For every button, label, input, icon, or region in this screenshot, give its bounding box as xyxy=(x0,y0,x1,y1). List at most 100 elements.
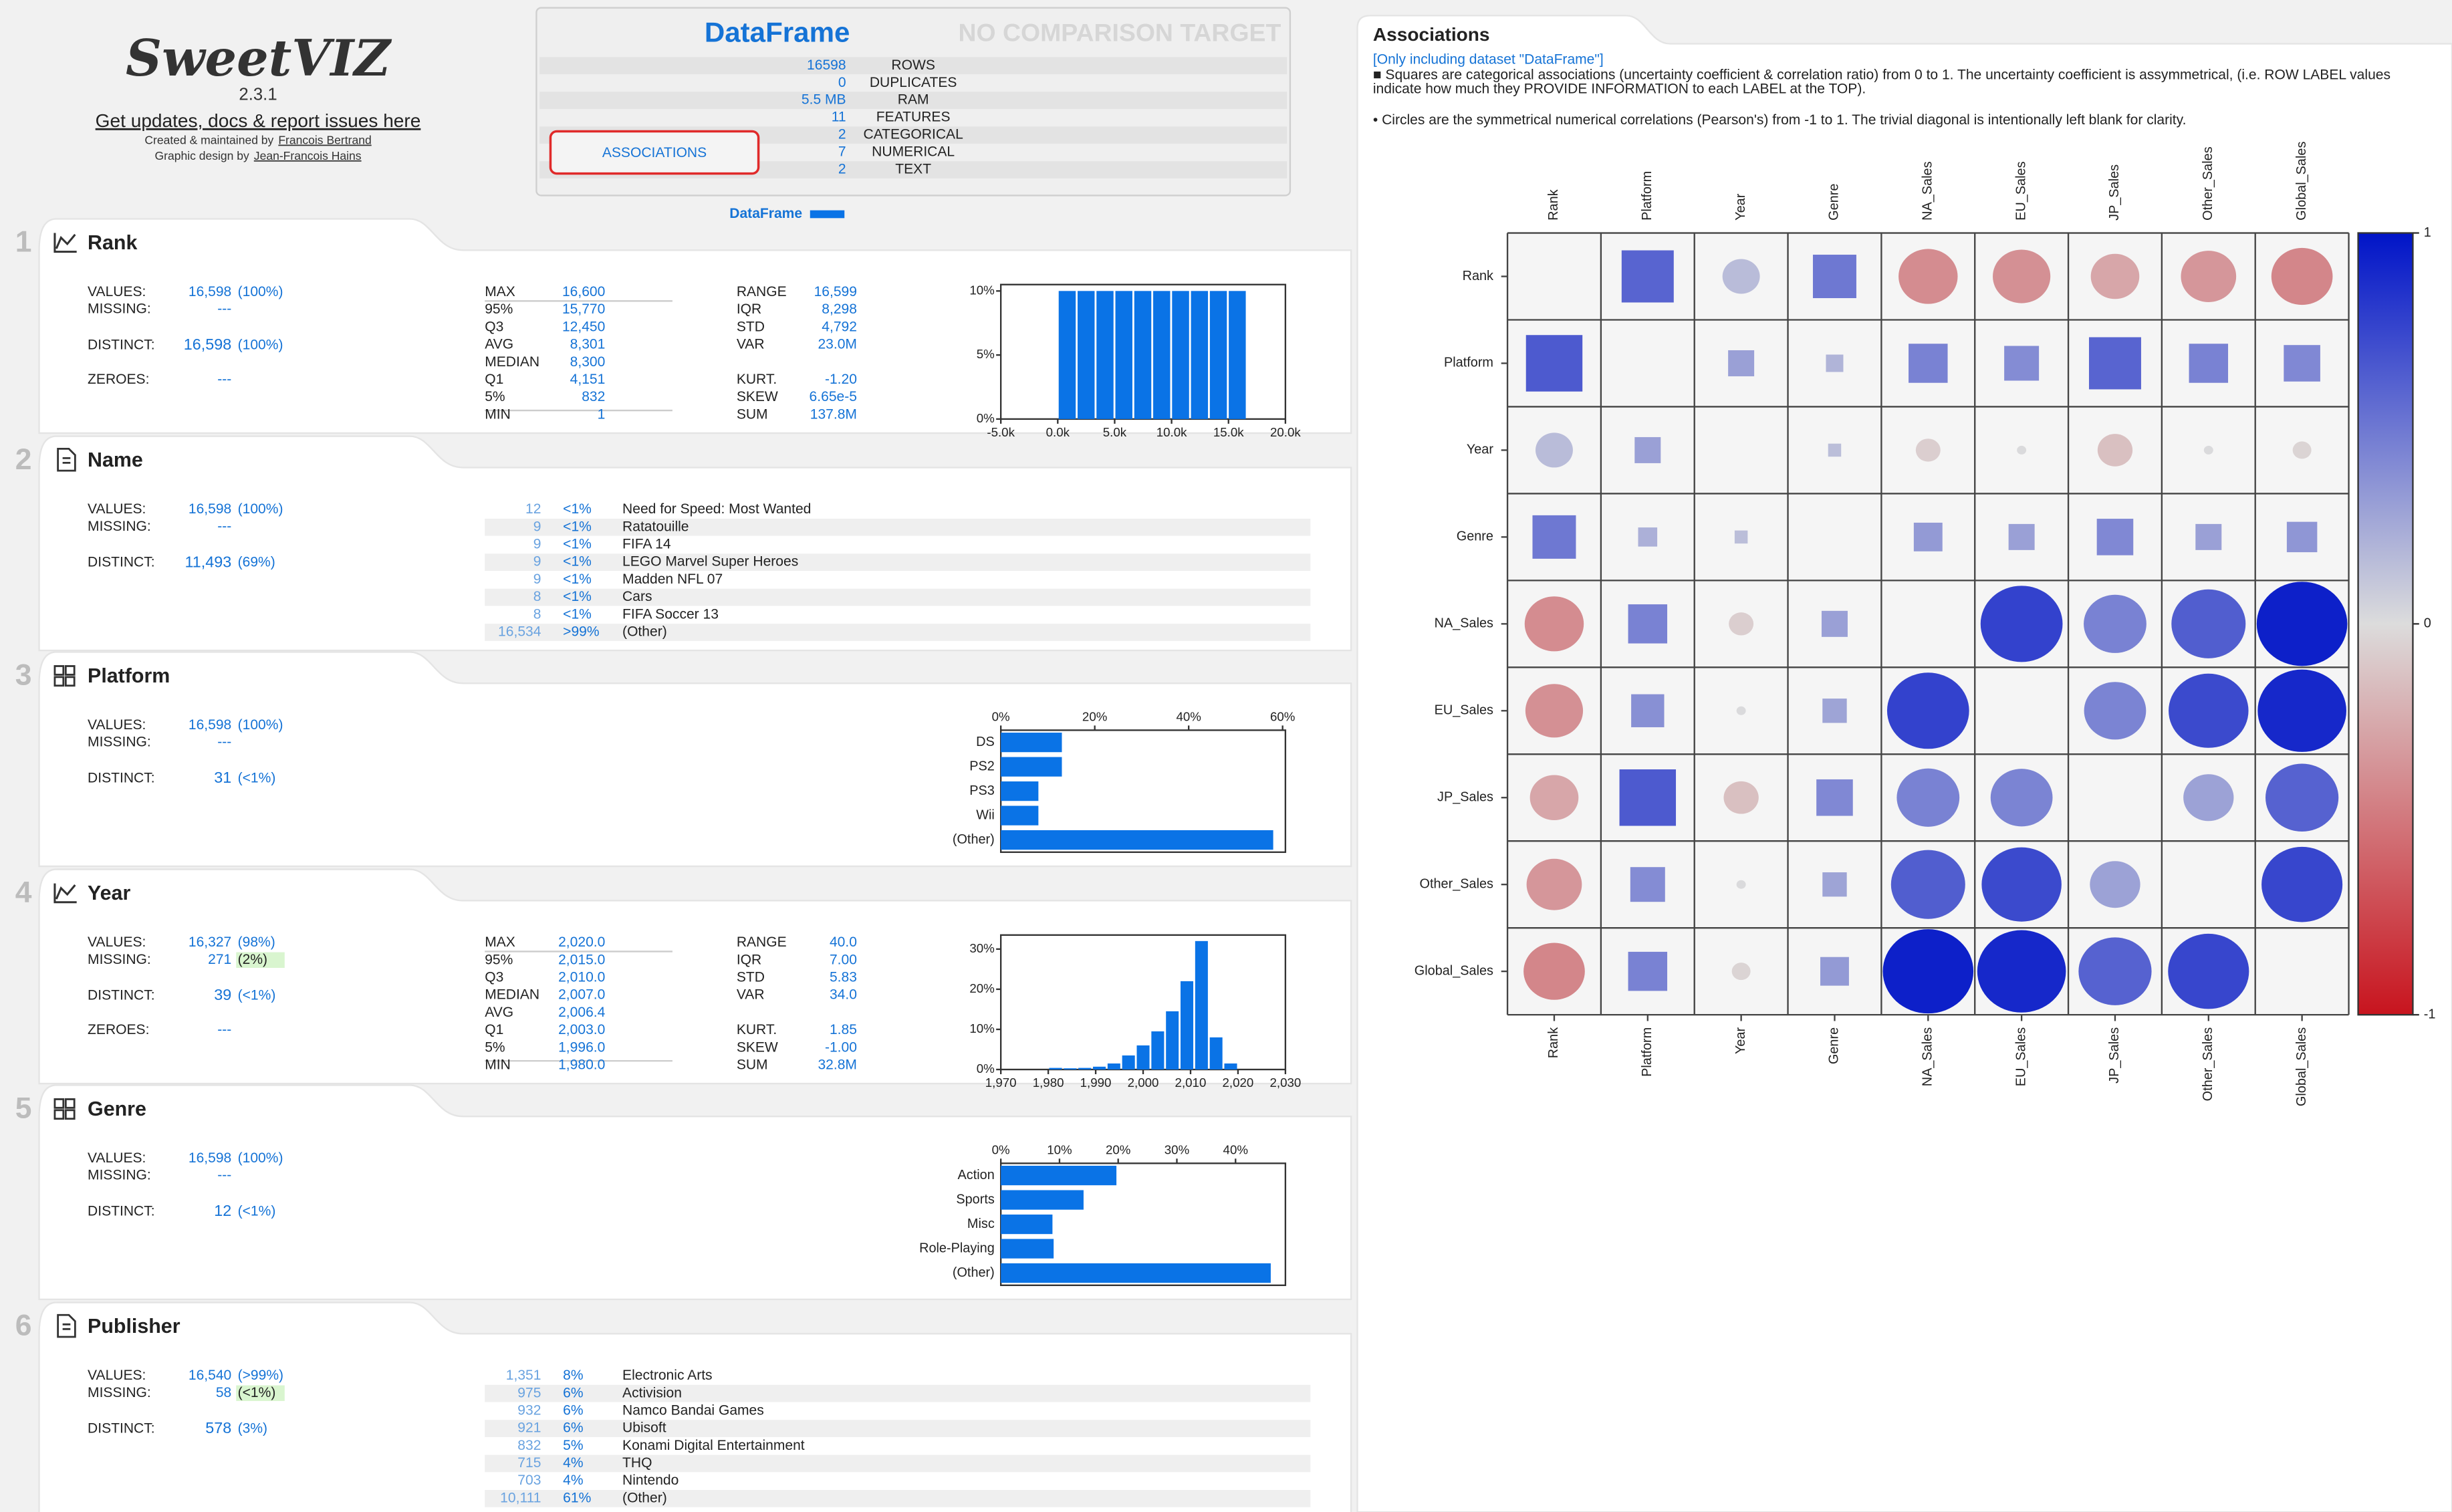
top-value-name: FIFA Soccer 13 xyxy=(622,606,719,622)
top-value-percent: 6% xyxy=(563,1402,583,1418)
quantile-label: MAX xyxy=(485,934,515,950)
stat-value: 58 xyxy=(216,1385,231,1400)
top-value-name: Madden NFL 07 xyxy=(622,572,723,587)
x-tick-label: 40% xyxy=(1223,1143,1248,1157)
association-square xyxy=(1828,443,1842,457)
correlation-circle xyxy=(1993,249,2051,303)
stat-percent: (>99%) xyxy=(238,1368,283,1383)
feature-name: Year xyxy=(88,882,130,904)
quantile-value: 1,980.0 xyxy=(558,1057,605,1072)
histogram-bar xyxy=(1058,291,1076,419)
feature-number: 2 xyxy=(15,443,32,476)
summary-label: FEATURES xyxy=(876,110,951,125)
top-value-count: 12 xyxy=(525,501,541,517)
summary-label: NUMERICAL xyxy=(872,144,955,160)
correlation-circle xyxy=(1525,684,1584,738)
top-value-name: Nintendo xyxy=(622,1473,679,1488)
quantile-value: 2,010.0 xyxy=(558,969,605,985)
docs-link[interactable]: Get updates, docs & report issues here xyxy=(96,110,421,131)
stat-value: 11,493 xyxy=(185,553,232,570)
moment-label: SUM xyxy=(737,1057,768,1072)
feature-name: Name xyxy=(88,449,143,471)
quantile-label: AVG xyxy=(485,337,513,352)
moment-value: 34.0 xyxy=(830,987,857,1003)
summary-value: 16598 xyxy=(807,57,846,73)
icon-categorical xyxy=(53,1109,65,1120)
summary-label: TEXT xyxy=(895,162,931,177)
moment-label: SUM xyxy=(737,406,768,422)
top-value-percent: <1% xyxy=(563,554,592,570)
feature-number: 3 xyxy=(15,659,32,692)
stat-label: MISSING: xyxy=(88,735,151,750)
credit-link[interactable]: Jean-Francois Hains xyxy=(254,149,362,162)
moment-value: 5.83 xyxy=(830,969,857,985)
stat-label: MISSING: xyxy=(88,952,151,967)
feature-number: 1 xyxy=(15,226,32,259)
correlation-circle xyxy=(2169,673,2249,748)
bar xyxy=(1001,781,1039,801)
icon-categorical xyxy=(53,665,65,676)
feature-number: 5 xyxy=(15,1092,32,1125)
feature-name: Genre xyxy=(88,1098,146,1120)
x-tick-label: 1,980 xyxy=(1033,1076,1064,1090)
stat-value: 16,540 xyxy=(189,1368,231,1383)
quantile-value: 832 xyxy=(582,389,605,404)
feature-number: 6 xyxy=(15,1309,32,1342)
credit-link[interactable]: Francois Bertrand xyxy=(278,133,371,146)
stat-label: ZEROES: xyxy=(88,372,149,387)
associations-button-label[interactable]: ASSOCIATIONS xyxy=(602,145,707,160)
histogram-bar xyxy=(1166,1011,1179,1070)
category-label: Wii xyxy=(976,807,995,822)
stat-label: VALUES: xyxy=(88,1150,146,1166)
moment-label: IQR xyxy=(737,301,761,317)
icon-numerical xyxy=(53,233,77,253)
histogram-bar xyxy=(1209,291,1227,419)
top-value-percent: 8% xyxy=(563,1368,583,1383)
association-square xyxy=(1821,610,1848,637)
stat-value: --- xyxy=(217,372,231,387)
quantile-label: MEDIAN xyxy=(485,987,539,1003)
summary-label: ROWS xyxy=(891,57,935,73)
icon-text xyxy=(57,447,76,472)
x-tick-label: 2,010 xyxy=(1175,1076,1207,1090)
column-label: Platform xyxy=(1640,171,1654,221)
category-label: PS2 xyxy=(969,759,995,773)
top-value-name: Activision xyxy=(622,1385,682,1400)
correlation-circle xyxy=(1882,929,1974,1014)
row-shade xyxy=(485,1490,1311,1507)
moment-label: SKEW xyxy=(737,1039,778,1055)
stat-label: MISSING: xyxy=(88,1168,151,1183)
top-value-name: THQ xyxy=(622,1455,652,1471)
top-value-name: Ubisoft xyxy=(622,1420,666,1436)
stat-percent: (100%) xyxy=(238,1150,283,1166)
stat-percent: (100%) xyxy=(238,717,283,733)
category-label: (Other) xyxy=(953,832,995,847)
association-square xyxy=(1728,350,1755,376)
category-label: Misc xyxy=(967,1217,995,1231)
stat-value: 16,598 xyxy=(189,1150,231,1166)
top-value-count: 8 xyxy=(533,589,541,604)
bar xyxy=(1001,1263,1271,1283)
moment-label: VAR xyxy=(737,337,765,352)
column-label: NA_Sales xyxy=(1921,1027,1935,1086)
summary-value: 7 xyxy=(838,144,846,160)
bar xyxy=(1001,733,1062,753)
moment-label: IQR xyxy=(737,952,761,967)
moment-value: -1.00 xyxy=(825,1039,857,1055)
row-shade xyxy=(539,57,1288,75)
colorbar-tick-label: 0 xyxy=(2424,616,2431,631)
histogram-bar xyxy=(1064,1068,1077,1070)
top-value-percent: <1% xyxy=(563,537,592,552)
association-square xyxy=(2096,519,2134,555)
associations-button[interactable] xyxy=(549,130,760,175)
stat-percent: (100%) xyxy=(238,338,283,353)
x-tick-label: 0% xyxy=(992,710,1010,724)
x-tick-label: 1,970 xyxy=(985,1076,1017,1090)
text-line: indicate how much they PROVIDE INFORMATI… xyxy=(1373,81,1866,96)
stat-label: VALUES: xyxy=(88,284,146,299)
stat-label: DISTINCT: xyxy=(88,770,155,785)
histogram-bar xyxy=(1172,291,1189,419)
correlation-circle xyxy=(1524,596,1584,652)
correlation-circle xyxy=(1523,942,1585,1000)
bar xyxy=(1001,830,1273,850)
